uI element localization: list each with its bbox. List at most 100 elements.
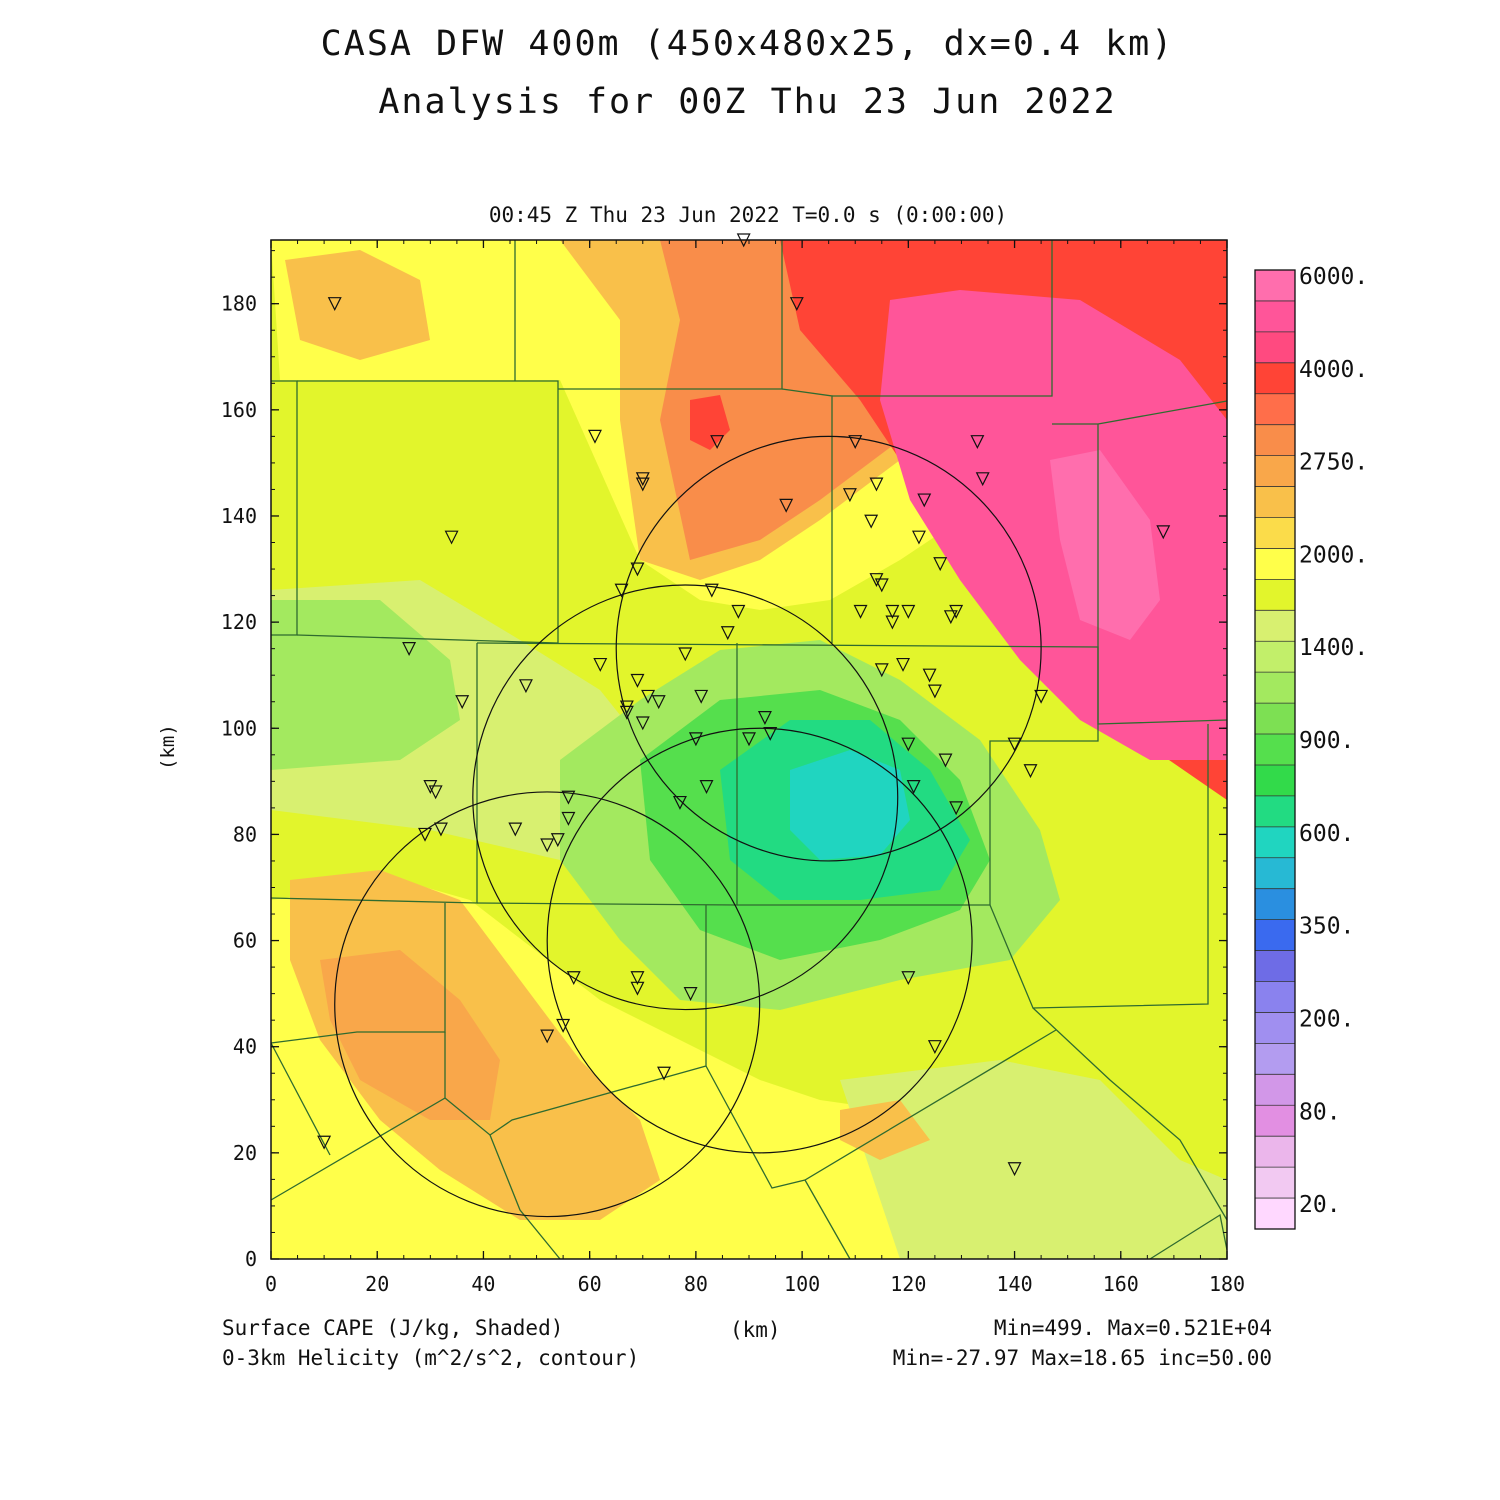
station-marker <box>938 753 953 768</box>
radar-range-ring <box>546 727 973 1154</box>
station-marker <box>949 604 964 619</box>
station-marker <box>593 657 608 672</box>
colorbar-label: 200. <box>1299 1006 1354 1032</box>
station-marker <box>731 604 746 619</box>
station-marker <box>1007 737 1022 752</box>
colorbar-label: 4000. <box>1299 357 1368 383</box>
station-marker <box>588 429 602 444</box>
y-tick-label: 160 <box>221 398 257 422</box>
county-boundaries <box>270 240 1228 1260</box>
x-tick-label: 140 <box>996 1272 1032 1296</box>
station-marker <box>901 737 916 752</box>
colorbar-swatch <box>1255 300 1295 333</box>
colorbar-label: 80. <box>1299 1099 1341 1125</box>
station-marker <box>402 642 417 657</box>
y-tick-label: 80 <box>233 822 257 846</box>
y-axis-ticks: 0 20 40 60 80 100 120 140 160 180 <box>221 250 1227 1271</box>
colorbar-label: 900. <box>1299 728 1354 754</box>
station-marker <box>869 573 884 588</box>
x-tick-label: 120 <box>890 1272 926 1296</box>
colorbar-label: 6000. <box>1299 264 1368 290</box>
station-marker <box>630 981 645 996</box>
colorbar-swatch <box>1255 362 1295 395</box>
station-marker <box>1156 525 1171 540</box>
x-tick-label: 40 <box>471 1272 495 1296</box>
station-marker <box>779 498 794 513</box>
shaded-field-label: Surface CAPE (J/kg, Shaded) <box>222 1316 564 1340</box>
station-marker <box>561 790 576 805</box>
station-marker <box>896 657 910 672</box>
station-marker <box>444 530 459 545</box>
station-marker <box>885 615 900 630</box>
station-marker <box>657 1066 671 1081</box>
station-marker <box>885 604 900 619</box>
station-marker <box>901 604 916 619</box>
station-marker <box>614 583 629 598</box>
station-marker <box>789 297 804 312</box>
colorbar-swatch <box>1255 1074 1295 1106</box>
colorbar-swatch <box>1255 1136 1295 1168</box>
colorbar-swatch <box>1255 424 1295 457</box>
station-marker <box>922 668 937 683</box>
x-tick-label: 80 <box>684 1272 708 1296</box>
station-marker <box>672 795 687 810</box>
colorbar-label: 350. <box>1299 914 1354 940</box>
colorbar-swatch <box>1255 1012 1295 1044</box>
x-tick-label: 0 <box>265 1272 277 1296</box>
station-marker <box>720 626 735 641</box>
map-analysis-time: Analysis for 00Z Thu 23 Jun 2022 <box>378 82 1117 122</box>
x-axis-ticks: 0 20 40 60 80 100 120 140 160 180 <box>265 240 1245 1296</box>
colorbar-swatch <box>1255 1043 1295 1075</box>
station-marker <box>566 971 581 986</box>
contour-field-label: 0-3km Helicity (m^2/s^2, contour) <box>222 1346 640 1370</box>
y-tick-label: 120 <box>221 610 257 634</box>
y-tick-label: 140 <box>221 504 257 528</box>
colorbar-label: 2750. <box>1299 450 1368 476</box>
y-tick-label: 180 <box>221 292 257 316</box>
station-marker <box>694 689 709 704</box>
colorbar-swatch <box>1255 764 1295 797</box>
station-marker <box>651 695 666 710</box>
station-marker <box>757 711 772 725</box>
station-marker <box>455 695 470 710</box>
radar-coverage-circles <box>334 435 1042 1218</box>
station-marker <box>699 780 714 794</box>
station-marker <box>561 811 576 826</box>
station-marker <box>869 477 884 492</box>
station-marker <box>683 987 698 1001</box>
station-markers <box>317 233 1171 1177</box>
radar-range-ring <box>334 791 761 1218</box>
station-marker <box>704 583 719 598</box>
station-marker <box>508 822 523 837</box>
y-tick-label: 60 <box>233 929 257 953</box>
colorbar-label: 600. <box>1299 821 1354 847</box>
x-axis-label: (km) <box>730 1318 781 1342</box>
colorbar-swatch <box>1255 641 1295 673</box>
colorbar-swatch <box>1255 331 1295 364</box>
station-marker <box>518 679 533 694</box>
x-tick-label: 180 <box>1209 1272 1245 1296</box>
station-marker <box>874 578 889 593</box>
colorbar-swatch <box>1255 393 1295 426</box>
station-marker <box>742 732 756 747</box>
station-marker <box>317 1135 332 1150</box>
x-tick-label: 20 <box>365 1272 389 1296</box>
contour-range-label: Min=-27.97 Max=18.65 inc=50.00 <box>892 1346 1272 1370</box>
cape-colorbar: 6000. 4000. 2750. 2000. 1400. 900. 600. 350. 200… <box>1254 264 1368 1230</box>
colorbar-swatch <box>1255 795 1295 828</box>
station-marker <box>635 477 650 492</box>
station-marker <box>763 726 778 741</box>
station-marker <box>911 530 926 545</box>
x-tick-label: 160 <box>1103 1272 1139 1296</box>
station-marker <box>874 663 889 678</box>
station-marker <box>540 1029 555 1044</box>
colorbar-swatch <box>1255 857 1295 890</box>
radar-range-ring <box>615 435 1042 862</box>
station-marker <box>540 838 555 853</box>
station-marker <box>630 971 645 986</box>
station-marker <box>970 435 985 450</box>
station-marker <box>678 647 693 662</box>
station-marker <box>917 493 932 508</box>
station-marker <box>423 780 438 794</box>
